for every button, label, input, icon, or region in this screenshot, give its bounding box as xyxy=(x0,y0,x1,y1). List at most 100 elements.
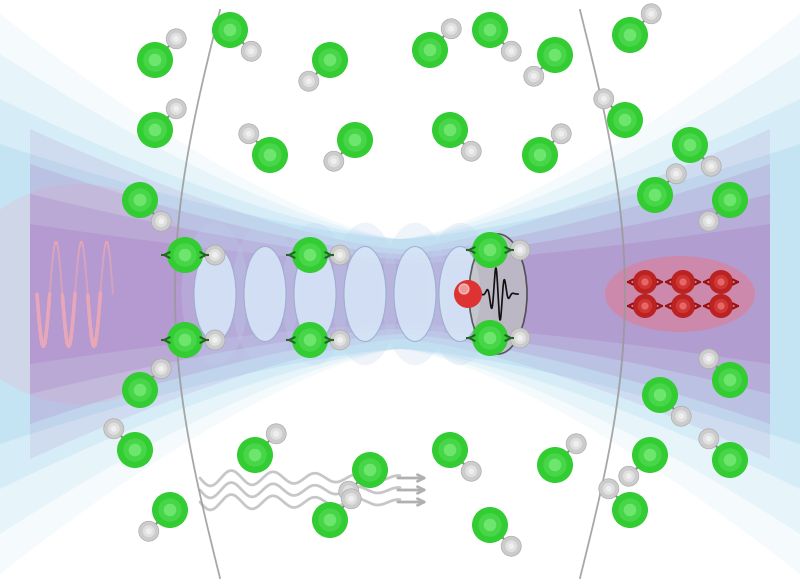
Circle shape xyxy=(338,481,358,501)
Circle shape xyxy=(117,432,153,468)
Circle shape xyxy=(530,74,537,79)
Ellipse shape xyxy=(605,256,755,332)
Circle shape xyxy=(151,211,171,231)
Circle shape xyxy=(698,429,718,449)
Ellipse shape xyxy=(439,246,481,342)
Ellipse shape xyxy=(231,223,298,365)
Circle shape xyxy=(462,141,482,161)
Ellipse shape xyxy=(331,223,398,365)
Circle shape xyxy=(212,252,218,258)
Circle shape xyxy=(209,334,221,346)
Circle shape xyxy=(555,128,567,140)
Circle shape xyxy=(698,211,718,231)
Circle shape xyxy=(612,17,648,53)
Circle shape xyxy=(618,498,642,522)
Circle shape xyxy=(574,441,579,447)
Circle shape xyxy=(246,45,258,57)
Circle shape xyxy=(134,384,146,396)
Circle shape xyxy=(514,332,526,344)
Circle shape xyxy=(424,44,436,56)
Circle shape xyxy=(454,280,482,308)
Circle shape xyxy=(624,29,636,41)
Circle shape xyxy=(249,449,262,462)
Polygon shape xyxy=(0,54,800,534)
Circle shape xyxy=(349,133,362,146)
Circle shape xyxy=(166,29,186,49)
Circle shape xyxy=(337,252,343,258)
Circle shape xyxy=(566,434,586,454)
Circle shape xyxy=(537,447,573,483)
Circle shape xyxy=(110,426,117,432)
Circle shape xyxy=(343,128,366,152)
Polygon shape xyxy=(0,14,800,574)
Circle shape xyxy=(478,18,502,42)
Circle shape xyxy=(517,335,523,341)
Circle shape xyxy=(334,334,346,346)
Circle shape xyxy=(478,513,502,537)
Circle shape xyxy=(528,143,552,167)
Circle shape xyxy=(312,502,348,538)
Circle shape xyxy=(614,108,637,132)
Circle shape xyxy=(324,514,336,526)
Circle shape xyxy=(709,294,733,318)
Circle shape xyxy=(666,164,686,184)
Polygon shape xyxy=(0,144,800,444)
Ellipse shape xyxy=(344,246,386,342)
Circle shape xyxy=(108,423,120,435)
Circle shape xyxy=(718,278,725,286)
Ellipse shape xyxy=(394,246,436,342)
Circle shape xyxy=(174,106,179,112)
Circle shape xyxy=(506,540,518,552)
Circle shape xyxy=(129,444,142,456)
Circle shape xyxy=(642,278,649,286)
Circle shape xyxy=(712,442,748,478)
Circle shape xyxy=(158,366,164,372)
Circle shape xyxy=(446,23,458,35)
Circle shape xyxy=(358,458,382,482)
Circle shape xyxy=(138,521,158,541)
Ellipse shape xyxy=(469,234,527,354)
Circle shape xyxy=(502,536,522,556)
Circle shape xyxy=(209,249,221,261)
Circle shape xyxy=(167,237,203,273)
Circle shape xyxy=(158,498,182,522)
Circle shape xyxy=(675,410,687,422)
Circle shape xyxy=(642,4,662,24)
Circle shape xyxy=(128,378,152,402)
Circle shape xyxy=(346,488,352,494)
Circle shape xyxy=(478,326,502,350)
Circle shape xyxy=(478,238,502,262)
Ellipse shape xyxy=(194,246,236,342)
Circle shape xyxy=(517,247,523,253)
Circle shape xyxy=(178,249,191,261)
Circle shape xyxy=(648,11,654,17)
Circle shape xyxy=(237,437,273,473)
Circle shape xyxy=(246,131,252,137)
Circle shape xyxy=(601,96,606,102)
Circle shape xyxy=(638,299,652,313)
Circle shape xyxy=(155,215,167,227)
Circle shape xyxy=(671,270,695,294)
Circle shape xyxy=(328,155,340,167)
Circle shape xyxy=(484,24,496,36)
Circle shape xyxy=(638,443,662,467)
Circle shape xyxy=(174,36,179,42)
Circle shape xyxy=(170,33,182,45)
Circle shape xyxy=(292,237,328,273)
Circle shape xyxy=(718,368,742,392)
Circle shape xyxy=(644,449,656,462)
Circle shape xyxy=(122,372,158,408)
Circle shape xyxy=(706,356,712,362)
Circle shape xyxy=(649,189,662,201)
Circle shape xyxy=(152,492,188,528)
Circle shape xyxy=(462,461,482,481)
Circle shape xyxy=(166,99,186,119)
Circle shape xyxy=(122,182,158,218)
Circle shape xyxy=(549,49,562,61)
Circle shape xyxy=(606,486,612,492)
Circle shape xyxy=(508,543,514,549)
Circle shape xyxy=(602,483,614,495)
Circle shape xyxy=(298,243,322,267)
Circle shape xyxy=(598,93,610,105)
Circle shape xyxy=(205,330,225,350)
